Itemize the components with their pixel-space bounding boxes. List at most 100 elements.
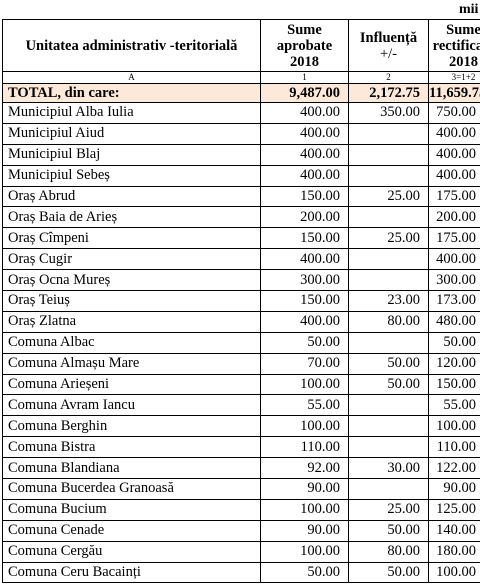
header-approved: Sume aprobate 2018 xyxy=(260,19,349,72)
influence-cell: 25.00 xyxy=(348,227,429,250)
influence-cell: 350.00 xyxy=(348,102,429,124)
influence-cell xyxy=(348,164,429,187)
approved-cell: 200.00 xyxy=(260,206,349,229)
table-row: Oraș Cîmpeni 150.00 25.00 175.00 xyxy=(2,227,480,250)
unit-name-cell: Municipiul Sebeș xyxy=(2,164,261,187)
total-row: TOTAL, din care: 9,487.00 2,172.75 11,65… xyxy=(2,83,480,103)
header-influence-line-1: Influență xyxy=(359,29,418,46)
rectified-cell: 125.00 xyxy=(428,498,480,521)
influence-cell: 80.00 xyxy=(348,310,429,333)
unit-name-cell: Municipiul Alba Iulia xyxy=(2,102,261,124)
rectified-cell: 100.00 xyxy=(428,415,480,438)
rectified-cell: 55.00 xyxy=(428,394,480,417)
unit-name-cell: Municipiul Aiud xyxy=(2,122,261,145)
influence-cell: 23.00 xyxy=(348,290,429,312)
approved-cell: 100.00 xyxy=(260,498,349,521)
unit-name-cell: Oraș Abrud xyxy=(2,185,261,208)
rectified-cell: 120.00 xyxy=(428,352,480,375)
approved-cell: 400.00 xyxy=(260,310,349,333)
influence-cell xyxy=(348,143,429,166)
unit-name-cell: Oraș Cugir xyxy=(2,248,261,271)
header-approved-line-1: Sume xyxy=(287,21,322,38)
approved-cell: 110.00 xyxy=(260,436,349,459)
unit-name-cell: Oraș Teiuș xyxy=(2,290,261,312)
table-row: Municipiul Aiud 400.00 400.00 xyxy=(2,122,480,145)
rectified-cell: 180.00 xyxy=(428,540,480,563)
table-row: Municipiul Blaj 400.00 400.00 xyxy=(2,143,480,166)
unit-name-cell: Comuna Ceru Bacainți xyxy=(2,561,261,584)
unit-name-cell: Municipiul Blaj xyxy=(2,143,261,166)
rectified-cell: 150.00 xyxy=(428,373,480,396)
unit-name-cell: Comuna Almașu Mare xyxy=(2,352,261,375)
influence-cell xyxy=(348,269,429,292)
table-row: Oraș Zlatna 400.00 80.00 480.00 xyxy=(2,310,480,333)
approved-cell: 100.00 xyxy=(260,415,349,438)
influence-cell: 50.00 xyxy=(348,519,429,542)
rectified-cell: 140.00 xyxy=(428,519,480,542)
unit-name-cell: Comuna Cenade xyxy=(2,519,261,542)
approved-cell: 100.00 xyxy=(260,540,349,563)
influence-cell: 25.00 xyxy=(348,498,429,521)
influence-cell xyxy=(348,415,429,438)
influence-cell xyxy=(348,331,429,354)
table-row: Comuna Blandiana 92.00 30.00 122.00 xyxy=(2,457,480,480)
influence-cell xyxy=(348,122,429,145)
approved-cell: 90.00 xyxy=(260,519,349,542)
unit-name-cell: Oraș Baia de Arieș xyxy=(2,206,261,229)
approved-cell: 90.00 xyxy=(260,478,349,500)
approved-cell: 400.00 xyxy=(260,164,349,187)
header-rectified: Sume rectificate 2018 xyxy=(428,19,480,72)
rectified-cell: 750.00 xyxy=(428,102,480,124)
influence-cell: 30.00 xyxy=(348,457,429,480)
header-rectified-line-1: Sume xyxy=(446,21,480,38)
unit-name-cell: Oraș Zlatna xyxy=(2,310,261,333)
unit-name-cell: Comuna Bucerdea Granoasă xyxy=(2,478,261,500)
rectified-cell: 400.00 xyxy=(428,164,480,187)
header-rectified-line-2: rectificate xyxy=(432,37,480,54)
unit-name-cell: Comuna Albac xyxy=(2,331,261,354)
influence-cell: 50.00 xyxy=(348,561,429,584)
unit-name-cell: Oraș Ocna Mureș xyxy=(2,269,261,292)
rectified-cell: 300.00 xyxy=(428,269,480,292)
table-row: Comuna Bucerdea Granoasă 90.00 90.00 xyxy=(2,478,480,500)
approved-cell: 92.00 xyxy=(260,457,349,480)
table-row: Comuna Ceru Bacainți 50.00 50.00 100.00 xyxy=(2,561,480,584)
table-row: Comuna Albac 50.00 50.00 xyxy=(2,331,480,354)
header-rectified-line-3: 2018 xyxy=(449,53,478,70)
approved-cell: 150.00 xyxy=(260,290,349,312)
unit-name-cell: Comuna Arieșeni xyxy=(2,373,261,396)
table-row: Oraș Baia de Arieș 200.00 200.00 xyxy=(2,206,480,229)
table-row: Oraș Abrud 150.00 25.00 175.00 xyxy=(2,185,480,208)
approved-cell: 400.00 xyxy=(260,248,349,271)
approved-cell: 400.00 xyxy=(260,143,349,166)
total-label: TOTAL, din care: xyxy=(2,83,261,103)
unit-name-cell: Comuna Bistra xyxy=(2,436,261,459)
index-cell-2: 2 xyxy=(348,71,429,84)
table-row: Comuna Cenade 90.00 50.00 140.00 xyxy=(2,519,480,542)
table-row: Municipiul Alba Iulia 400.00 350.00 750.00 xyxy=(2,102,480,124)
approved-cell: 150.00 xyxy=(260,185,349,208)
table-row: Comuna Berghin 100.00 100.00 xyxy=(2,415,480,438)
total-rectified: 11,659.75 xyxy=(428,83,480,103)
rectified-cell: 400.00 xyxy=(428,122,480,145)
table-row: Municipiul Sebeș 400.00 400.00 xyxy=(2,164,480,187)
total-approved: 9,487.00 xyxy=(260,83,349,103)
rectified-cell: 100.00 xyxy=(428,561,480,584)
rectified-cell: 175.00 xyxy=(428,185,480,208)
influence-cell xyxy=(348,206,429,229)
rectified-cell: 200.00 xyxy=(428,206,480,229)
unit-name-cell: Comuna Cergău xyxy=(2,540,261,563)
influence-cell xyxy=(348,248,429,271)
header-approved-line-3: 2018 xyxy=(290,53,319,70)
table-row: Comuna Almașu Mare 70.00 50.00 120.00 xyxy=(2,352,480,375)
rectified-cell: 400.00 xyxy=(428,143,480,166)
rectified-cell: 110.00 xyxy=(428,436,480,459)
approved-cell: 400.00 xyxy=(260,102,349,124)
approved-cell: 55.00 xyxy=(260,394,349,417)
header-influence-line-2: +/- xyxy=(379,45,398,62)
header-approved-line-2: aprobate xyxy=(276,37,333,54)
table-row: Comuna Bucium 100.00 25.00 125.00 xyxy=(2,498,480,521)
influence-cell: 50.00 xyxy=(348,352,429,375)
table-row: Comuna Arieșeni 100.00 50.00 150.00 xyxy=(2,373,480,396)
unit-name-cell: Comuna Blandiana xyxy=(2,457,261,480)
